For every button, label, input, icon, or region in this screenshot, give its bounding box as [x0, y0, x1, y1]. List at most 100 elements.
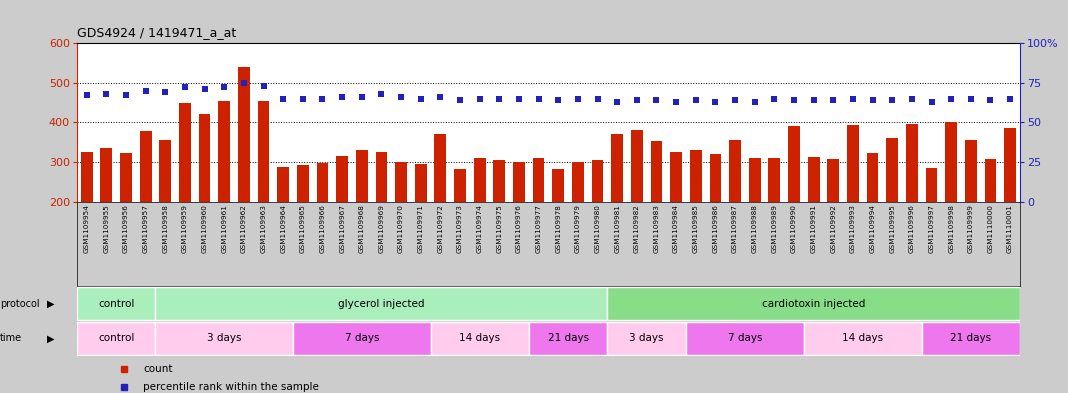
Text: percentile rank within the sample: percentile rank within the sample — [143, 382, 318, 392]
Point — [648, 97, 665, 103]
Bar — [867, 153, 879, 281]
Bar — [650, 141, 662, 281]
Bar — [729, 140, 741, 281]
Text: time: time — [0, 333, 22, 343]
Bar — [81, 152, 93, 281]
Point — [766, 95, 783, 102]
Text: 14 days: 14 days — [843, 333, 883, 343]
Text: GSM1109995: GSM1109995 — [890, 204, 895, 253]
Text: 7 days: 7 days — [345, 333, 379, 343]
Point — [393, 94, 410, 100]
Bar — [671, 152, 682, 281]
Text: 21 days: 21 days — [951, 333, 991, 343]
Text: GSM1109996: GSM1109996 — [909, 204, 915, 253]
Text: GSM1109999: GSM1109999 — [968, 204, 974, 253]
Point — [747, 99, 764, 105]
Text: GSM1109972: GSM1109972 — [438, 204, 443, 253]
Text: GSM1109983: GSM1109983 — [654, 204, 659, 253]
Point — [687, 97, 704, 103]
Bar — [430, 322, 529, 355]
Point — [471, 95, 488, 102]
Text: GSM1110000: GSM1110000 — [988, 204, 993, 253]
Point — [609, 99, 626, 105]
Text: GSM1109956: GSM1109956 — [123, 204, 129, 253]
Point — [864, 97, 881, 103]
Text: GSM1109988: GSM1109988 — [752, 204, 757, 253]
Text: GSM1109976: GSM1109976 — [516, 204, 522, 253]
Bar — [788, 126, 800, 281]
Point — [726, 97, 743, 103]
Bar — [552, 169, 564, 281]
Text: GSM1109980: GSM1109980 — [595, 204, 600, 253]
Text: protocol: protocol — [0, 299, 40, 309]
Text: control: control — [98, 299, 135, 309]
Point — [511, 95, 528, 102]
Text: GSM1109963: GSM1109963 — [261, 204, 267, 253]
Text: 3 days: 3 days — [207, 333, 241, 343]
Point — [569, 95, 586, 102]
Bar — [293, 322, 430, 355]
Text: GSM1109965: GSM1109965 — [300, 204, 305, 253]
Point — [943, 95, 960, 102]
Text: GSM1109979: GSM1109979 — [575, 204, 581, 253]
Text: GSM1109991: GSM1109991 — [811, 204, 817, 253]
Bar — [77, 287, 156, 320]
Text: GSM1109966: GSM1109966 — [319, 204, 326, 253]
Text: 14 days: 14 days — [459, 333, 500, 343]
Text: GSM1109957: GSM1109957 — [143, 204, 148, 253]
Point — [628, 97, 645, 103]
Text: GSM1109974: GSM1109974 — [476, 204, 483, 253]
Bar — [533, 158, 545, 281]
Bar — [120, 153, 132, 281]
Bar — [474, 158, 486, 281]
Point — [274, 95, 292, 102]
Point — [668, 99, 685, 105]
Point — [157, 89, 174, 95]
Bar — [847, 125, 859, 281]
Bar — [749, 158, 760, 281]
Point — [588, 95, 606, 102]
Bar — [493, 160, 505, 281]
Bar — [631, 130, 643, 281]
Bar — [769, 158, 781, 281]
Text: ▶: ▶ — [47, 333, 54, 343]
Bar — [592, 160, 603, 281]
Bar — [572, 162, 584, 281]
Point — [295, 95, 312, 102]
Text: GSM1109958: GSM1109958 — [162, 204, 169, 253]
Text: GSM1109975: GSM1109975 — [497, 204, 502, 253]
Bar — [297, 165, 309, 281]
Text: GSM1109954: GSM1109954 — [83, 204, 90, 253]
Bar — [985, 159, 996, 281]
Point — [845, 95, 862, 102]
Text: GSM1109997: GSM1109997 — [928, 204, 934, 253]
Bar — [690, 150, 702, 281]
Bar — [156, 322, 293, 355]
Text: GSM1109969: GSM1109969 — [378, 204, 384, 253]
Point — [491, 95, 508, 102]
Bar — [238, 67, 250, 281]
Bar — [159, 140, 171, 281]
Text: GSM1110001: GSM1110001 — [1007, 204, 1014, 253]
Text: GSM1109955: GSM1109955 — [104, 204, 109, 253]
Bar — [906, 125, 917, 281]
Point — [314, 95, 331, 102]
Bar — [886, 138, 898, 281]
Point — [883, 97, 900, 103]
Bar — [807, 158, 819, 281]
Bar — [257, 101, 269, 281]
Text: GSM1109994: GSM1109994 — [869, 204, 876, 253]
Point — [550, 97, 567, 103]
Text: GSM1109982: GSM1109982 — [633, 204, 640, 253]
Point — [216, 84, 233, 90]
Text: GSM1109985: GSM1109985 — [693, 204, 698, 253]
Point — [962, 95, 979, 102]
Bar — [926, 168, 938, 281]
Bar — [922, 322, 1020, 355]
Bar — [100, 148, 112, 281]
Text: GSM1109993: GSM1109993 — [850, 204, 855, 253]
Bar — [513, 162, 524, 281]
Text: GSM1109960: GSM1109960 — [202, 204, 207, 253]
Text: GSM1109964: GSM1109964 — [280, 204, 286, 253]
Text: 3 days: 3 days — [629, 333, 664, 343]
